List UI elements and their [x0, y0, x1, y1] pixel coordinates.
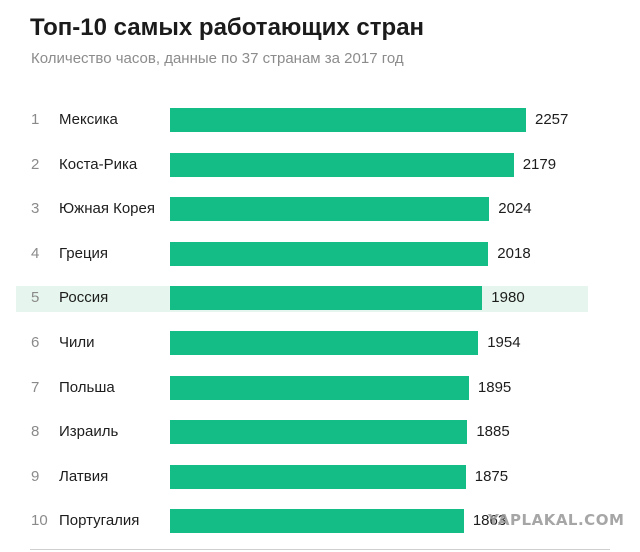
bar	[170, 509, 464, 534]
bar	[170, 108, 526, 132]
rank-label: 3	[31, 200, 40, 218]
rank-label: 4	[31, 244, 40, 262]
chart-subtitle: Количество часов, данные по 37 странам з…	[31, 50, 404, 67]
bar	[170, 197, 490, 222]
value-label: 1875	[474, 467, 509, 485]
rank-label: 1	[31, 111, 40, 128]
watermark-text: YAPLAKAL.COM	[488, 511, 625, 529]
rank-label: 10	[31, 512, 48, 530]
country-label: Южная Корея	[59, 200, 155, 218]
value-label: 1863	[472, 512, 507, 530]
rank-label: 6	[31, 334, 40, 351]
country-label: Мексика	[59, 111, 118, 128]
rank-label: 2	[31, 155, 40, 173]
country-label: Латвия	[59, 467, 109, 485]
country-label: Греция	[59, 244, 109, 262]
value-label: 2257	[535, 111, 569, 128]
value-label: 2024	[498, 200, 532, 218]
rank-label: 7	[31, 378, 40, 396]
rank-label: 5	[31, 289, 40, 307]
value-label: 2018	[497, 244, 531, 262]
bar	[170, 375, 469, 400]
country-label: Португалия	[59, 512, 140, 530]
country-label: Россия	[59, 289, 109, 307]
chart-title: Топ-10 самых работающих стран	[30, 14, 425, 41]
value-label: 1954	[487, 334, 521, 351]
bar	[170, 241, 489, 266]
country-label: Израиль	[59, 423, 119, 441]
country-label: Чили	[59, 334, 95, 351]
rank-label: 9	[31, 467, 40, 485]
bar	[170, 464, 466, 489]
country-label: Польша	[59, 378, 115, 396]
country-label: Коста-Рика	[59, 155, 138, 173]
rank-label: 8	[31, 423, 40, 441]
value-label: 2179	[522, 155, 557, 173]
bar	[170, 286, 483, 311]
bar	[170, 420, 468, 445]
bottom-divider	[30, 549, 610, 550]
bar	[170, 331, 479, 355]
value-label: 1885	[476, 423, 510, 441]
value-label: 1895	[477, 378, 512, 396]
value-label: 1980	[491, 289, 525, 307]
bar	[170, 152, 514, 177]
